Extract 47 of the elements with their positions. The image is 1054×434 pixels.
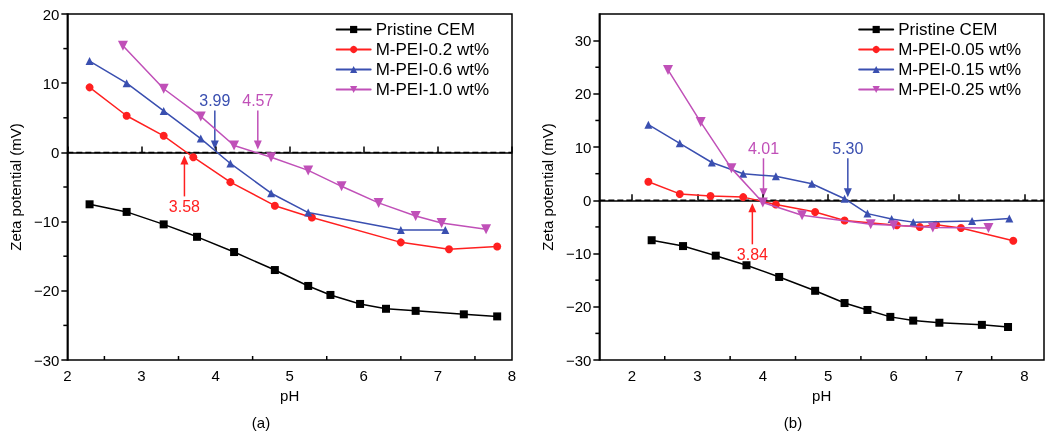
y-tick-label: 20 [574,85,592,103]
annotation: 4.57 [242,91,274,109]
y-tick-label: −20 [565,298,592,316]
x-tick-label: 6 [359,367,368,384]
y-axis-title: Zeta potential (mV) [539,123,556,251]
annotation: 3.58 [168,197,201,215]
legend-label: Pristine CEM [375,20,475,39]
legend-label: M-PEI-0.05 wt% [898,40,1021,59]
y-tick-label: −10 [33,213,60,231]
x-tick-label: 4 [758,367,767,384]
y-axis-title: Zeta potential (mV) [7,123,24,251]
x-tick-label: 2 [627,367,637,384]
annotation: 5.30 [832,139,864,157]
legend-label: M-PEI-1.0 wt% [375,80,489,99]
annotation: 4.01 [747,139,780,157]
x-tick-label: 5 [285,367,294,384]
text: (b) [783,414,803,431]
x-axis-title: pH [280,386,300,404]
x-tick-label: 7 [433,367,443,384]
x-tick-label: 8 [507,367,517,384]
y-tick-label: 0 [51,143,60,161]
text: (a) [251,414,271,431]
legend-label: M-PEI-0.6 wt% [375,60,489,79]
y-tick-label: 10 [42,74,60,92]
y-tick-label: 10 [574,138,592,156]
x-tick-label: 3 [693,367,702,384]
y-tick-label: 0 [583,191,592,209]
x-tick-label: 4 [211,367,220,384]
annotation: 3.99 [199,91,231,109]
x-tick-label: 8 [1020,367,1029,384]
x-tick-label: 6 [889,367,898,384]
y-tick-label: −20 [33,282,60,300]
x-tick-label: 3 [137,367,146,384]
annotation: 3.84 [736,245,769,263]
legend-label: M-PEI-0.2 wt% [375,40,489,59]
x-tick-label: 7 [954,367,964,384]
x-tick-label: 2 [63,367,72,384]
legend-label: Pristine CEM [898,20,998,39]
y-tick-label: −30 [33,351,60,369]
x-axis-title: pH [812,386,832,404]
y-tick-label: 20 [42,5,60,23]
y-tick-label: −30 [565,351,592,369]
y-tick-label: −10 [565,245,592,263]
y-tick-label: 30 [574,32,592,50]
legend-label: M-PEI-0.25 wt% [898,80,1021,99]
x-tick-label: 5 [824,367,833,384]
legend-label: M-PEI-0.15 wt% [898,60,1021,79]
